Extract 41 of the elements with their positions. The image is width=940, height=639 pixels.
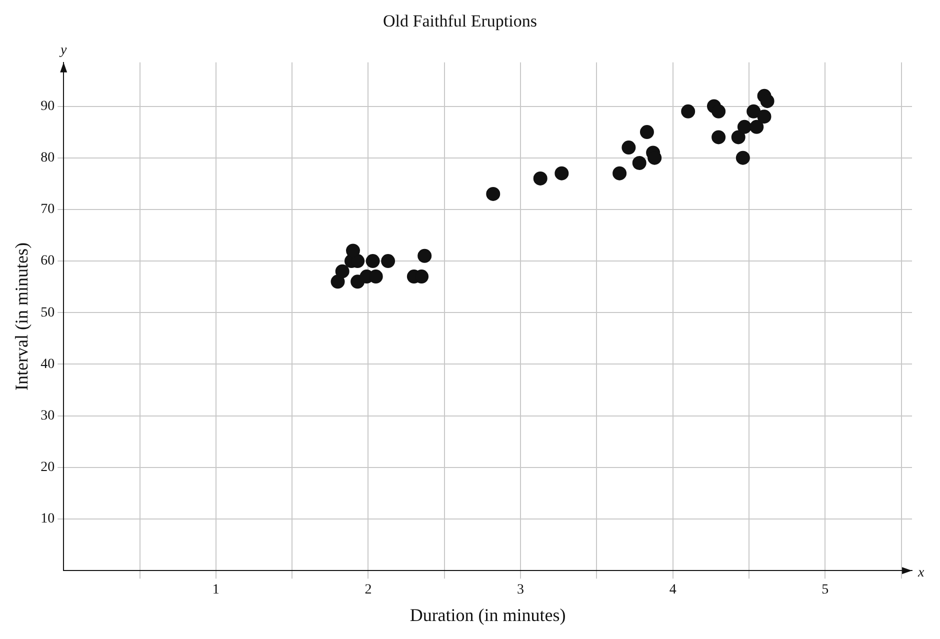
point bbox=[612, 166, 627, 180]
point bbox=[381, 254, 396, 268]
point bbox=[632, 156, 646, 170]
point bbox=[622, 140, 636, 155]
point bbox=[418, 248, 432, 263]
point bbox=[330, 274, 345, 289]
point bbox=[554, 166, 569, 180]
x-tick-label: 2 bbox=[364, 582, 372, 598]
y-tick-label: 40 bbox=[40, 356, 55, 372]
point bbox=[757, 110, 772, 124]
y-tick-label: 60 bbox=[40, 254, 55, 269]
x-tick-label: 1 bbox=[212, 582, 220, 598]
point bbox=[712, 104, 726, 118]
point bbox=[335, 264, 350, 278]
point bbox=[750, 120, 764, 134]
y-axis-title: Interval (in minutes) bbox=[12, 242, 32, 390]
y-tick-label: 20 bbox=[40, 460, 55, 476]
y-tick-label: 90 bbox=[40, 98, 55, 114]
point bbox=[736, 150, 750, 165]
point bbox=[681, 104, 696, 118]
y-tick-label: 30 bbox=[40, 408, 55, 424]
point bbox=[760, 94, 774, 108]
point bbox=[533, 171, 548, 186]
point bbox=[737, 120, 752, 134]
point bbox=[746, 104, 761, 118]
point bbox=[640, 125, 654, 140]
point bbox=[712, 130, 726, 144]
x-axis-title: Duration (in minutes) bbox=[410, 604, 566, 625]
point bbox=[486, 186, 500, 201]
chart-title: Old Faithful Eruptions bbox=[383, 12, 537, 31]
point bbox=[731, 130, 746, 144]
y-tick-label: 80 bbox=[40, 150, 55, 166]
x-tick-label: 4 bbox=[669, 582, 676, 598]
y-tick-label: 10 bbox=[40, 512, 55, 527]
x-tick-label: 5 bbox=[822, 582, 829, 598]
y-tick-label: 70 bbox=[40, 202, 55, 218]
y-tick-label: 50 bbox=[40, 305, 55, 320]
text: y bbox=[58, 43, 68, 58]
text: x bbox=[917, 565, 925, 580]
x-tick-label: 3 bbox=[517, 582, 524, 598]
point bbox=[366, 254, 380, 268]
